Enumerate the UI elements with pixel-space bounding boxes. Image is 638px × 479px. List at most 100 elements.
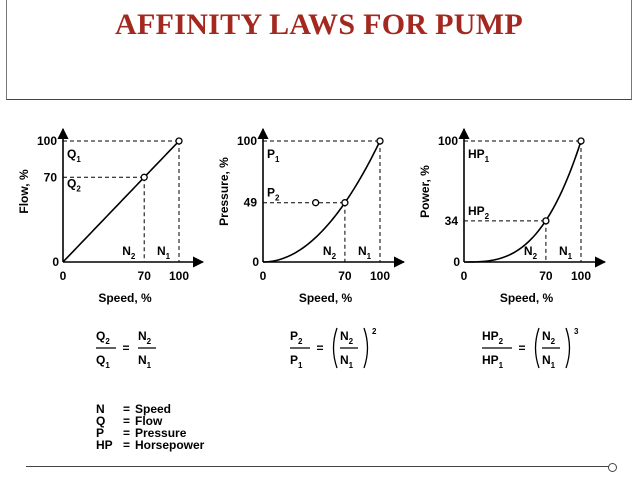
eq-equals: =: [122, 341, 129, 355]
slide-title: AFFINITY LAWS FOR PUMP: [115, 8, 523, 41]
label-n1-main: N: [157, 244, 166, 258]
x-tick-zero: 0: [461, 269, 468, 283]
legend-symbol: P: [96, 426, 104, 440]
label-lower-main: P: [267, 186, 275, 200]
data-point-1: [140, 173, 148, 181]
x-tick-top: 100: [169, 269, 189, 283]
label-lower-main: Q: [67, 176, 76, 190]
label-n2-sub: 2: [131, 252, 136, 261]
eq-rhs-denominator: N1: [138, 353, 152, 370]
legend-equals: =: [123, 402, 130, 416]
y-tick-mid: 49: [244, 196, 258, 210]
series-curve: [464, 140, 582, 263]
eq-lhs-numerator-main: P: [290, 329, 298, 343]
label-n1-sub: 1: [166, 252, 171, 261]
label-upper-sub: 1: [275, 155, 280, 164]
legend: N = Speed Q = Flow P = Pressure HP = Horsepower: [96, 402, 205, 452]
label-upper: P1: [267, 147, 280, 164]
eq-rhs-numerator-sub: 2: [349, 337, 354, 346]
y-tick-top: 100: [438, 134, 458, 148]
legend-symbol: Q: [96, 414, 105, 428]
data-point-2: [341, 199, 349, 207]
eq-rhs-numerator: N2: [138, 329, 152, 346]
data-point-3: [376, 137, 384, 145]
eq-rhs-denominator-sub: 1: [147, 361, 152, 370]
label-n1-sub: 1: [568, 252, 573, 261]
x-axis-title: Speed, %: [299, 291, 353, 305]
y-tick-zero: 0: [453, 255, 460, 269]
eq-rhs-numerator: N2: [542, 329, 556, 346]
label-lower: HP2: [468, 204, 490, 221]
legend-equals: =: [123, 426, 130, 440]
eq-lhs-denominator: HP1: [482, 353, 504, 370]
x-tick-mid: 70: [539, 269, 553, 283]
legend-symbol: N: [96, 402, 105, 416]
eq-rhs-numerator: N2: [340, 329, 354, 346]
y-axis-title: Pressure, %: [217, 157, 231, 226]
eq-rhs-denominator: N1: [340, 353, 354, 370]
label-n1: N1: [157, 244, 171, 261]
x-tick-zero: 0: [60, 269, 67, 283]
legend-row: HP = Horsepower: [96, 438, 205, 452]
label-n2-sub: 2: [533, 252, 538, 261]
eq-paren-right: [363, 327, 369, 369]
eq-rhs-denominator: N1: [542, 353, 556, 370]
series-curve: [262, 140, 381, 263]
label-lower-sub: 2: [485, 212, 490, 221]
label-n2-main: N: [122, 244, 131, 258]
eq-rhs-denominator-main: N: [138, 353, 147, 367]
eq-rhs-denominator-sub: 1: [349, 361, 354, 370]
x-axis-title: Speed, %: [98, 291, 152, 305]
label-n2: N2: [524, 244, 538, 261]
eq-lhs-denominator: Q1: [96, 353, 110, 370]
label-n1-sub: 1: [367, 252, 372, 261]
label-upper-sub: 1: [76, 155, 81, 164]
legend-row: Q = Flow: [96, 414, 163, 428]
label-n1: N1: [358, 244, 372, 261]
label-upper-sub: 1: [485, 155, 490, 164]
title-frame: [6, 0, 632, 100]
legend-meaning: Horsepower: [135, 438, 205, 452]
label-n2-main: N: [323, 244, 332, 258]
footer-rule-knob: [608, 463, 617, 472]
eq-power: 2: [372, 327, 377, 336]
eq-lhs-denominator-main: Q: [96, 353, 105, 367]
eq-lhs-numerator: HP2: [482, 329, 504, 346]
x-tick-mid: 70: [138, 269, 152, 283]
label-lower-sub: 2: [76, 184, 81, 193]
eq-lhs-numerator-sub: 2: [298, 337, 303, 346]
label-n2-main: N: [524, 244, 533, 258]
eq-lhs-denominator-main: HP: [482, 353, 499, 367]
legend-symbol: HP: [96, 438, 113, 452]
eq-paren-left: [534, 327, 540, 369]
label-n2: N2: [323, 244, 337, 261]
label-lower: P2: [267, 186, 280, 203]
eq-lhs-denominator-sub: 1: [105, 361, 110, 370]
legend-meaning: Pressure: [135, 426, 187, 440]
eq-lhs-numerator-sub: 2: [105, 337, 110, 346]
label-n1: N1: [559, 244, 573, 261]
y-tick-top: 100: [37, 134, 57, 148]
label-upper: Q1: [67, 147, 81, 164]
eq-rhs-numerator-sub: 2: [147, 337, 152, 346]
label-upper-main: HP: [468, 147, 485, 161]
data-point-1: [311, 199, 320, 207]
data-point-2: [175, 137, 183, 145]
eq-rhs-numerator-main: N: [138, 329, 147, 343]
eq-equals: =: [316, 341, 323, 355]
y-tick-zero: 0: [252, 255, 259, 269]
label-upper: HP1: [468, 147, 490, 164]
y-tick-zero: 0: [52, 255, 59, 269]
x-tick-mid: 70: [338, 269, 352, 283]
legend-row: P = Pressure: [96, 426, 187, 440]
x-tick-zero: 0: [260, 269, 267, 283]
eq-rhs-numerator-main: N: [340, 329, 349, 343]
data-point-1: [542, 217, 550, 225]
y-axis-title: Power, %: [418, 165, 432, 218]
eq-rhs-denominator-main: N: [542, 353, 551, 367]
